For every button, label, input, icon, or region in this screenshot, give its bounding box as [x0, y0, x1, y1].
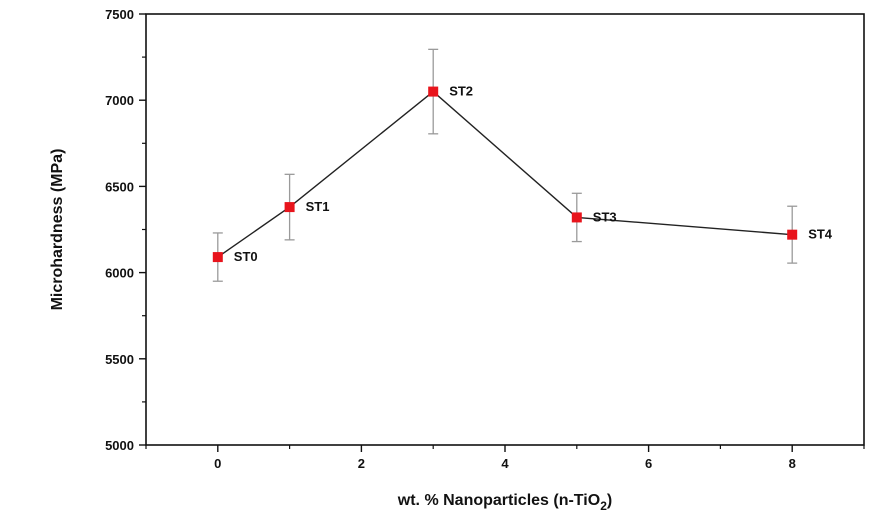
x-tick-label: 0: [214, 456, 221, 471]
data-label: ST4: [808, 227, 833, 242]
y-axis: 5000 5500 6000 6500 7000 7500: [105, 7, 146, 453]
y-tick-label: 5500: [105, 352, 134, 367]
data-point: [571, 212, 582, 223]
data-point: [787, 229, 798, 240]
data-label: ST3: [593, 209, 617, 224]
x-axis-title: wt. % Nanoparticles (n-TiO2): [397, 492, 612, 513]
data-point: [212, 252, 223, 263]
y-axis-title: Microhardness (MPa): [49, 149, 66, 311]
x-axis-title-end: ): [607, 492, 612, 509]
data-label: ST0: [234, 249, 258, 264]
data-point: [284, 202, 295, 213]
y-tick-label: 6000: [105, 266, 134, 281]
x-tick-label: 8: [789, 456, 796, 471]
data-series: ST0 ST1 ST2 ST3 ST4: [212, 48, 833, 282]
data-label: ST1: [306, 199, 330, 214]
x-tick-label: 6: [645, 456, 652, 471]
x-tick-label: 4: [501, 456, 509, 471]
y-tick-label: 6500: [105, 179, 134, 194]
plot-area: [145, 13, 865, 446]
plot-frame: [145, 13, 865, 446]
x-tick-label: 2: [358, 456, 365, 471]
y-tick-label: 7000: [105, 93, 134, 108]
y-tick-label: 7500: [105, 7, 134, 22]
x-axis: 0 2 4 6 8: [145, 445, 865, 471]
x-axis-title-main: wt. % Nanoparticles (n-TiO: [397, 492, 600, 509]
data-point: [428, 86, 439, 97]
data-label: ST2: [449, 84, 473, 99]
y-tick-label: 5000: [105, 438, 134, 453]
x-axis-title-subscript: 2: [600, 499, 607, 513]
series-line: [217, 90, 793, 258]
